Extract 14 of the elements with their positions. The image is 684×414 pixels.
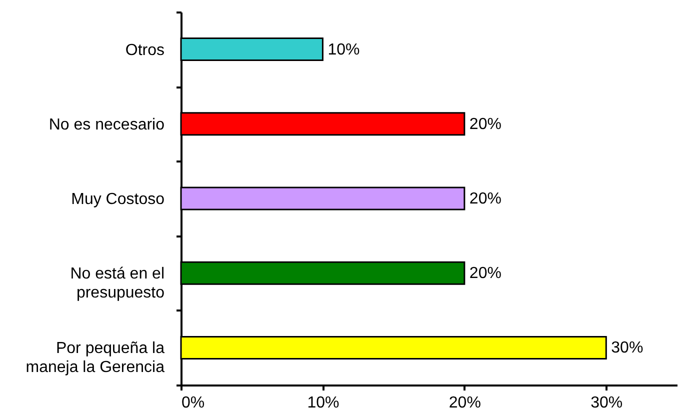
data-label: 10%: [328, 41, 360, 58]
y-tick-label: Por pequeña la maneja la Gerencia: [26, 340, 165, 376]
x-tick-label: 0%: [182, 394, 205, 412]
x-tick-label: 20%: [448, 394, 481, 412]
y-tick-label: No está en el presupuesto: [70, 266, 165, 302]
data-label: 30%: [611, 340, 644, 357]
y-tick-label: Muy Costoso: [71, 191, 165, 208]
x-tick-label: 30%: [590, 394, 623, 412]
x-tick-label: 10%: [307, 394, 340, 412]
y-tick-label: No es necesario: [48, 116, 165, 134]
data-label: 20%: [469, 265, 502, 282]
y-tick-label: Otros: [125, 42, 164, 59]
data-label: 20%: [469, 190, 502, 208]
data-label: 20%: [469, 116, 502, 133]
